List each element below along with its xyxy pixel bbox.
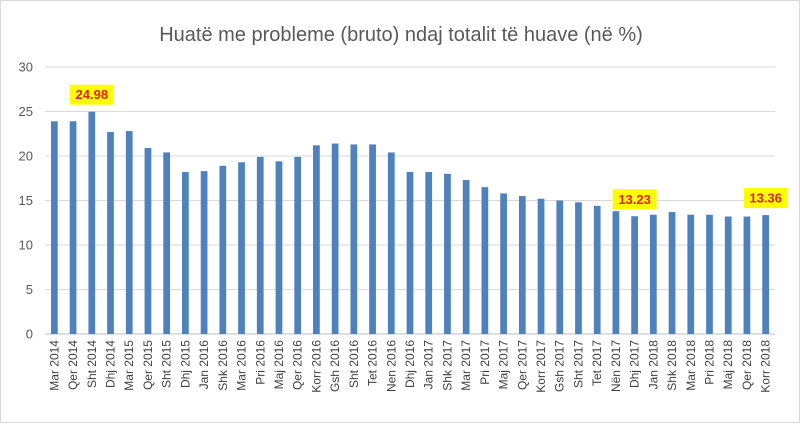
bar bbox=[668, 212, 676, 334]
bar bbox=[706, 214, 713, 334]
bar bbox=[182, 172, 189, 334]
y-tick-label: 30 bbox=[19, 60, 33, 75]
x-tick-label: Dhj 2016 bbox=[403, 340, 417, 388]
bar bbox=[331, 143, 339, 334]
chart-title: Huatë me probleme (bruto) ndaj totalit t… bbox=[159, 24, 643, 46]
bar bbox=[88, 111, 96, 334]
y-tick-label: 5 bbox=[26, 282, 33, 297]
x-tick-label: Dhj 2017 bbox=[628, 340, 642, 388]
bar bbox=[631, 216, 638, 334]
x-tick-label: Jan 2016 bbox=[197, 340, 211, 390]
x-tick-label: Korr 2018 bbox=[759, 340, 773, 393]
y-tick-label: 25 bbox=[19, 104, 33, 119]
x-tick-label: Sht 2015 bbox=[160, 340, 174, 388]
bar bbox=[387, 152, 395, 334]
x-tick-label: Tet 2017 bbox=[590, 340, 604, 386]
bar bbox=[556, 200, 564, 334]
bar bbox=[107, 131, 114, 334]
bars bbox=[50, 111, 770, 334]
bar bbox=[256, 156, 264, 334]
bar bbox=[612, 211, 620, 334]
x-tick-label: Sht 2017 bbox=[571, 340, 585, 388]
x-tick-label: Qer 2018 bbox=[740, 340, 754, 390]
y-tick-label: 10 bbox=[19, 238, 33, 253]
x-tick-label: Gsh 2017 bbox=[553, 340, 567, 392]
bar bbox=[50, 121, 58, 334]
bar bbox=[350, 144, 358, 334]
x-tick-label: Qer 2016 bbox=[291, 340, 305, 390]
bar bbox=[518, 196, 526, 334]
bar bbox=[649, 214, 657, 334]
callout-box bbox=[69, 84, 114, 105]
bar bbox=[369, 144, 376, 334]
bar bbox=[481, 187, 489, 334]
x-tick-label: Nën 2017 bbox=[609, 340, 623, 392]
x-tick-label: Pri 2017 bbox=[478, 340, 492, 385]
callout-box bbox=[743, 188, 788, 209]
bar bbox=[69, 121, 77, 334]
bar bbox=[219, 165, 227, 334]
bar bbox=[275, 161, 283, 334]
x-tick-label: Tet 2016 bbox=[366, 340, 380, 386]
x-tick-label: Shk 2017 bbox=[440, 340, 454, 391]
x-tick-label: Pri 2016 bbox=[253, 340, 267, 385]
y-tick-label: 20 bbox=[19, 149, 33, 164]
x-tick-label: Mar 2015 bbox=[122, 340, 136, 391]
x-axis-ticks: Mar 2014 Qer 2014 Sht 2014 Dhj 2014 Mar 2015… bbox=[47, 340, 772, 393]
bar bbox=[163, 152, 171, 334]
x-tick-label: Jan 2017 bbox=[422, 340, 436, 390]
bar bbox=[724, 216, 732, 334]
x-tick-label: Sht 2014 bbox=[85, 340, 99, 388]
x-tick-label: Maj 2018 bbox=[721, 340, 735, 390]
bar bbox=[294, 156, 302, 334]
bar bbox=[762, 215, 770, 334]
callouts: 24.98 13.23 13.36 bbox=[69, 84, 788, 210]
callout-label: 13.36 bbox=[749, 191, 782, 206]
bar bbox=[125, 131, 133, 334]
y-tick-label: 15 bbox=[19, 193, 33, 208]
bar bbox=[444, 173, 451, 334]
x-tick-label: Korr 2016 bbox=[309, 340, 323, 393]
bar bbox=[462, 180, 470, 334]
bar bbox=[500, 193, 507, 334]
bar bbox=[313, 145, 320, 334]
x-tick-label: Dhj 2015 bbox=[178, 340, 192, 388]
x-tick-label: Mar 2014 bbox=[47, 340, 61, 391]
x-tick-label: Shk 2018 bbox=[665, 340, 679, 391]
x-tick-label: Nen 2016 bbox=[384, 340, 398, 392]
callout-label: 13.23 bbox=[618, 192, 651, 207]
bar bbox=[238, 162, 245, 334]
x-tick-label: Gsh 2016 bbox=[328, 340, 342, 392]
x-tick-label: Sht 2016 bbox=[347, 340, 361, 388]
x-tick-label: Pri 2018 bbox=[702, 340, 716, 385]
bar bbox=[200, 171, 208, 334]
bar bbox=[687, 214, 695, 334]
x-tick-label: Shk 2016 bbox=[216, 340, 230, 391]
bar bbox=[425, 172, 433, 334]
y-axis-ticks: 0 5 10 15 20 25 30 bbox=[19, 60, 33, 342]
bar bbox=[593, 205, 601, 334]
bar bbox=[144, 147, 152, 334]
bar bbox=[406, 172, 414, 334]
x-tick-label: Jan 2018 bbox=[646, 340, 660, 390]
x-tick-label: Mar 2016 bbox=[235, 340, 249, 391]
bar bbox=[537, 198, 545, 334]
callout-box bbox=[612, 189, 657, 210]
x-tick-label: Dhj 2014 bbox=[104, 340, 118, 388]
x-tick-label: Mar 2017 bbox=[459, 340, 473, 391]
x-tick-label: Maj 2016 bbox=[272, 340, 286, 390]
x-tick-label: Korr 2017 bbox=[534, 340, 548, 393]
bar bbox=[575, 202, 582, 334]
x-tick-label: Mar 2018 bbox=[684, 340, 698, 391]
x-tick-label: Qer 2014 bbox=[66, 340, 80, 390]
x-tick-label: Qer 2017 bbox=[515, 340, 529, 390]
bar bbox=[743, 216, 751, 334]
y-tick-label: 0 bbox=[26, 327, 33, 342]
x-tick-label: Qer 2015 bbox=[141, 340, 155, 390]
callout-label: 24.98 bbox=[76, 87, 109, 102]
x-tick-label: Maj 2017 bbox=[497, 340, 511, 390]
